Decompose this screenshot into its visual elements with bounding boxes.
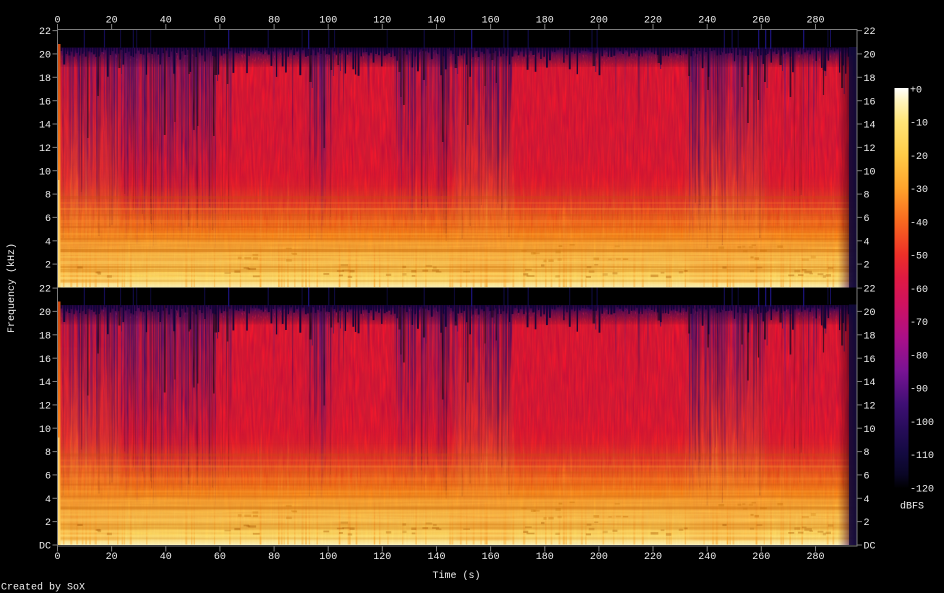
svg-text:-80: -80 [910, 351, 928, 362]
svg-text:16: 16 [39, 355, 51, 366]
svg-text:-10: -10 [910, 119, 928, 130]
svg-text:16: 16 [864, 355, 876, 366]
svg-text:22: 22 [864, 285, 876, 296]
svg-text:80: 80 [268, 16, 280, 27]
svg-text:+0: +0 [910, 85, 922, 96]
svg-text:-110: -110 [910, 451, 934, 462]
svg-text:22: 22 [39, 27, 51, 38]
svg-text:14: 14 [864, 378, 876, 389]
svg-text:8: 8 [864, 191, 870, 202]
svg-text:Time (s): Time (s) [432, 570, 480, 582]
svg-text:160: 160 [482, 552, 500, 563]
svg-text:2: 2 [45, 261, 51, 272]
svg-text:4: 4 [864, 495, 870, 506]
svg-text:200: 200 [590, 552, 608, 563]
svg-text:20: 20 [39, 51, 51, 62]
svg-text:6: 6 [864, 472, 870, 483]
svg-text:260: 260 [752, 16, 770, 27]
svg-text:100: 100 [319, 16, 337, 27]
svg-text:40: 40 [160, 552, 172, 563]
svg-text:4: 4 [45, 495, 51, 506]
svg-text:10: 10 [864, 425, 876, 436]
svg-text:8: 8 [45, 191, 51, 202]
svg-text:6: 6 [45, 214, 51, 225]
svg-text:-50: -50 [910, 252, 928, 263]
svg-text:-100: -100 [910, 418, 934, 429]
svg-text:16: 16 [864, 97, 876, 108]
svg-text:200: 200 [590, 16, 608, 27]
svg-text:18: 18 [864, 331, 876, 342]
svg-text:6: 6 [864, 214, 870, 225]
svg-text:20: 20 [106, 16, 118, 27]
svg-text:2: 2 [864, 261, 870, 272]
svg-text:-90: -90 [910, 385, 928, 396]
svg-text:180: 180 [536, 16, 554, 27]
svg-text:Frequency (kHz): Frequency (kHz) [6, 243, 18, 333]
svg-text:220: 220 [644, 552, 662, 563]
svg-text:-30: -30 [910, 185, 928, 196]
svg-text:60: 60 [214, 16, 226, 27]
svg-text:12: 12 [39, 402, 51, 413]
svg-text:-40: -40 [910, 218, 928, 229]
svg-text:14: 14 [39, 121, 51, 132]
svg-text:DC: DC [864, 542, 876, 553]
svg-text:20: 20 [864, 308, 876, 319]
svg-text:18: 18 [864, 74, 876, 85]
svg-text:12: 12 [864, 144, 876, 155]
svg-text:10: 10 [39, 425, 51, 436]
svg-text:240: 240 [698, 552, 716, 563]
svg-text:8: 8 [45, 448, 51, 459]
svg-text:120: 120 [373, 552, 391, 563]
svg-text:20: 20 [39, 308, 51, 319]
svg-text:260: 260 [752, 552, 770, 563]
svg-text:22: 22 [864, 27, 876, 38]
svg-text:14: 14 [39, 378, 51, 389]
svg-text:Created by SoX: Created by SoX [1, 582, 85, 593]
svg-text:4: 4 [45, 237, 51, 248]
svg-text:20: 20 [864, 51, 876, 62]
svg-text:140: 140 [427, 16, 445, 27]
svg-text:80: 80 [268, 552, 280, 563]
svg-text:8: 8 [864, 448, 870, 459]
svg-text:22: 22 [39, 285, 51, 296]
svg-text:280: 280 [806, 552, 824, 563]
svg-text:140: 140 [427, 552, 445, 563]
svg-text:2: 2 [864, 518, 870, 529]
svg-text:DC: DC [39, 542, 51, 553]
svg-text:-70: -70 [910, 318, 928, 329]
svg-text:4: 4 [864, 237, 870, 248]
svg-text:10: 10 [864, 167, 876, 178]
svg-text:18: 18 [39, 331, 51, 342]
svg-text:60: 60 [214, 552, 226, 563]
svg-text:20: 20 [106, 552, 118, 563]
svg-text:-60: -60 [910, 285, 928, 296]
svg-text:160: 160 [482, 16, 500, 27]
svg-text:120: 120 [373, 16, 391, 27]
svg-text:12: 12 [864, 402, 876, 413]
svg-text:-20: -20 [910, 152, 928, 163]
svg-text:220: 220 [644, 16, 662, 27]
svg-text:12: 12 [39, 144, 51, 155]
svg-text:dBFS: dBFS [900, 501, 924, 513]
svg-text:180: 180 [536, 552, 554, 563]
svg-text:6: 6 [45, 472, 51, 483]
svg-text:0: 0 [54, 16, 60, 27]
svg-text:0: 0 [54, 552, 60, 563]
svg-text:240: 240 [698, 16, 716, 27]
svg-text:18: 18 [39, 74, 51, 85]
svg-text:40: 40 [160, 16, 172, 27]
svg-text:16: 16 [39, 97, 51, 108]
svg-text:280: 280 [806, 16, 824, 27]
svg-text:-120: -120 [910, 484, 934, 495]
svg-text:100: 100 [319, 552, 337, 563]
svg-text:2: 2 [45, 518, 51, 529]
svg-text:10: 10 [39, 167, 51, 178]
svg-text:14: 14 [864, 121, 876, 132]
